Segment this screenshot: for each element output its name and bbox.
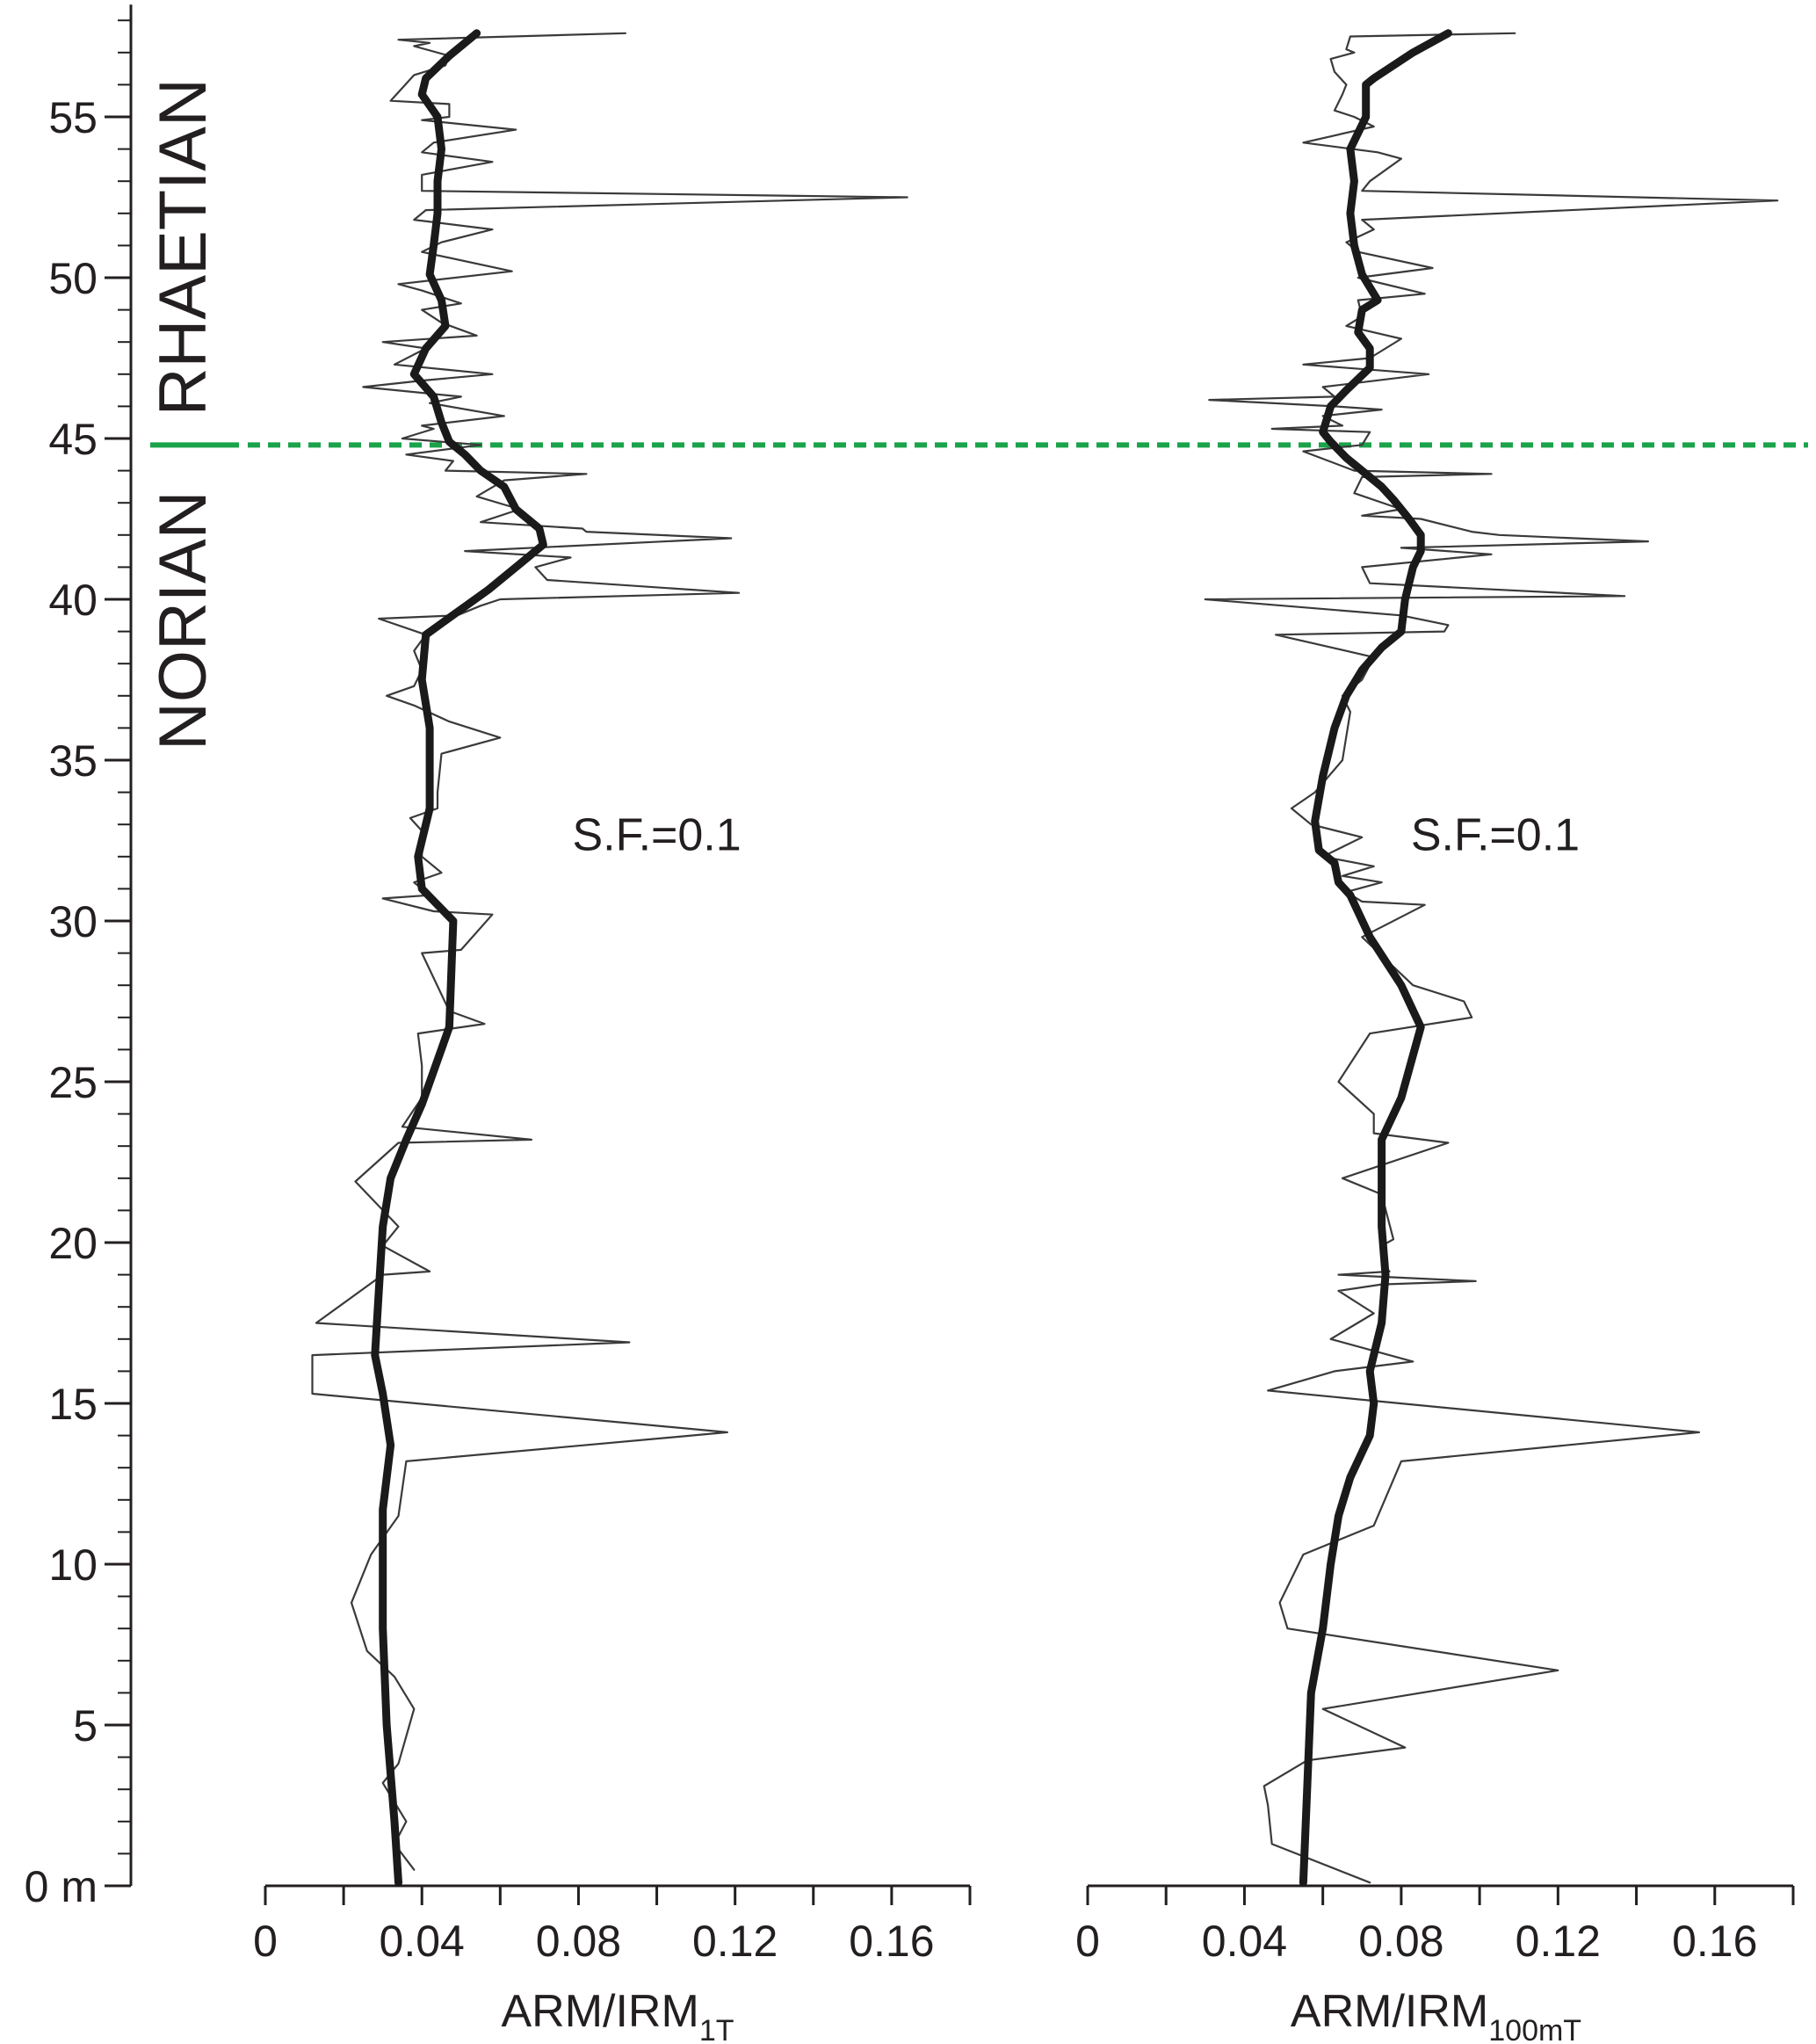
height-tick-label: 40 [48, 576, 98, 625]
smoothing-factor-annotation: S.F.=0.1 [1411, 809, 1580, 860]
height-tick-label: 45 [48, 415, 98, 464]
x-tick-label: 0.04 [380, 1917, 465, 1966]
x-axis-title: ARM/IRM1T [501, 1986, 734, 2044]
height-tick-label: 20 [48, 1219, 98, 1268]
x-tick-label: 0.16 [849, 1917, 934, 1966]
x-tick-label: 0 [253, 1917, 278, 1966]
height-tick-label: 10 [48, 1540, 98, 1590]
smoothed-series-line [371, 29, 547, 1887]
x-axis-title: ARM/IRM100mT [1291, 1986, 1581, 2044]
x-tick-label: 0.08 [1358, 1917, 1443, 1966]
x-axis-title-main: ARM/IRM [1291, 1986, 1488, 2037]
panel-2: 0 0.04 0.08 0.12 0.16 ARM/IRM100mT S.F.=0.1 [1075, 29, 1795, 2044]
raw-series-line [1204, 32, 1779, 1884]
x-tick-label: 0.12 [1516, 1917, 1601, 1966]
x-tick-label: 0.08 [536, 1917, 621, 1966]
x-tick-label: 0.12 [692, 1917, 778, 1966]
height-tick-label: 0 m [25, 1862, 98, 1911]
smoothing-factor-annotation: S.F.=0.1 [572, 809, 741, 860]
raw-series-line [311, 32, 908, 1871]
stage-label-rhaetian: RHAETIAN [146, 78, 221, 416]
x-tick-label: 0 [1075, 1917, 1100, 1966]
x-tick-label: 0.16 [1672, 1917, 1757, 1966]
height-tick-label: 15 [48, 1380, 98, 1429]
height-tick-label: 5 [73, 1701, 98, 1750]
height-axis: 0 m 5 10 15 20 25 30 35 40 45 50 55 [25, 4, 133, 1911]
height-tick-label: 55 [48, 93, 98, 142]
smoothed-series-line [1299, 29, 1452, 1887]
height-tick-label: 35 [48, 736, 98, 786]
height-tick-label: 50 [48, 254, 98, 303]
x-axis-title-main: ARM/IRM [501, 1986, 698, 2037]
panel-1: 0 0.04 0.08 0.12 0.16 ARM/IRM1T S.F.=0.1 [253, 29, 972, 2044]
x-tick-label: 0.04 [1202, 1917, 1287, 1966]
height-tick-label: 30 [48, 897, 98, 946]
x-axis-title-subscript: 1T [699, 2014, 734, 2044]
height-tick-label: 25 [48, 1058, 98, 1107]
x-axis-title-subscript: 100mT [1488, 2014, 1581, 2044]
stage-label-norian: NORIAN [146, 490, 221, 750]
